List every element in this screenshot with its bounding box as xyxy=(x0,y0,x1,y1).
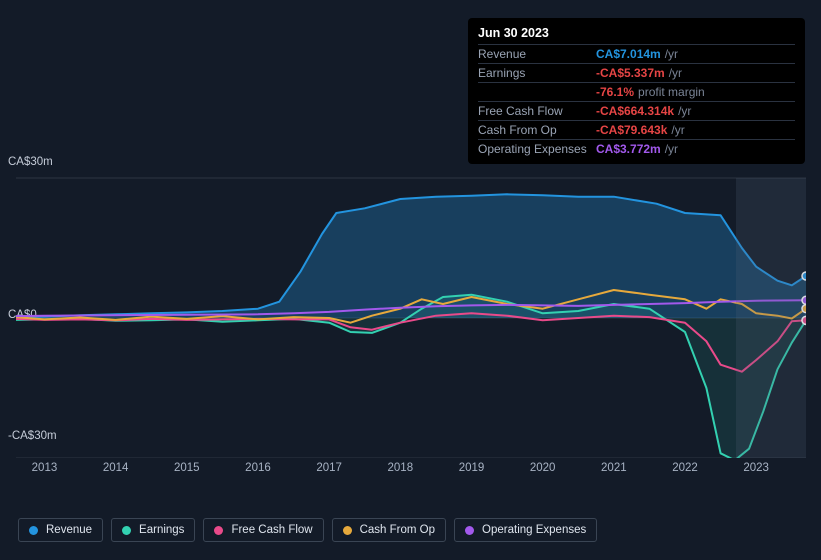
tooltip-value: -CA$664.314k xyxy=(596,104,674,118)
tooltip-suffix: /yr xyxy=(669,66,682,80)
x-axis-tick: 2020 xyxy=(530,462,556,474)
financial-chart[interactable] xyxy=(16,158,806,458)
legend-dot xyxy=(122,526,131,535)
tooltip-label: Revenue xyxy=(478,47,596,61)
tooltip-row: Earnings-CA$5.337m/yr xyxy=(478,63,795,82)
tooltip-suffix: /yr xyxy=(665,47,678,61)
legend-label: Operating Expenses xyxy=(482,524,586,536)
x-axis-tick: 2016 xyxy=(245,462,271,474)
legend-label: Earnings xyxy=(139,524,184,536)
tooltip-value: CA$3.772m xyxy=(596,142,661,156)
tooltip-value: -CA$5.337m xyxy=(596,66,665,80)
tooltip-row: RevenueCA$7.014m/yr xyxy=(478,44,795,63)
tooltip-value: -CA$79.643k xyxy=(596,123,667,137)
chart-legend: Revenue Earnings Free Cash Flow Cash From O… xyxy=(18,518,597,542)
tooltip-row: -76.1% profit margin xyxy=(478,82,795,101)
x-axis-tick: 2022 xyxy=(672,462,698,474)
legend-dot xyxy=(29,526,38,535)
x-axis-tick: 2014 xyxy=(103,462,129,474)
tooltip-label: Operating Expenses xyxy=(478,142,596,156)
tooltip-value: CA$7.014m xyxy=(596,47,661,61)
x-axis-tick: 2023 xyxy=(743,462,769,474)
legend-dot xyxy=(465,526,474,535)
chart-tooltip: Jun 30 2023 RevenueCA$7.014m/yrEarnings-… xyxy=(468,18,805,164)
legend-label: Free Cash Flow xyxy=(231,524,312,536)
tooltip-row: Operating ExpensesCA$3.772m/yr xyxy=(478,139,795,158)
x-axis-tick: 2021 xyxy=(601,462,627,474)
tooltip-value: -76.1% xyxy=(596,85,634,99)
x-axis-tick: 2019 xyxy=(459,462,485,474)
legend-item-operating-expenses[interactable]: Operating Expenses xyxy=(454,518,597,542)
tooltip-suffix: profit margin xyxy=(638,85,705,99)
tooltip-suffix: /yr xyxy=(678,104,691,118)
x-axis-tick: 2013 xyxy=(32,462,58,474)
tooltip-label: Earnings xyxy=(478,66,596,80)
chart-canvas xyxy=(16,158,806,458)
legend-label: Revenue xyxy=(46,524,92,536)
tooltip-date: Jun 30 2023 xyxy=(478,26,795,44)
x-axis-tick: 2018 xyxy=(388,462,414,474)
forecast-band xyxy=(736,178,806,458)
tooltip-label: Cash From Op xyxy=(478,123,596,137)
legend-item-earnings[interactable]: Earnings xyxy=(111,518,195,542)
x-axis-tick: 2015 xyxy=(174,462,200,474)
x-axis-tick: 2017 xyxy=(316,462,342,474)
legend-item-revenue[interactable]: Revenue xyxy=(18,518,103,542)
legend-item-free-cash-flow[interactable]: Free Cash Flow xyxy=(203,518,323,542)
legend-item-cash-from-op[interactable]: Cash From Op xyxy=(332,518,446,542)
tooltip-suffix: /yr xyxy=(671,123,684,137)
legend-dot xyxy=(214,526,223,535)
x-axis: 2013 2014 2015 2016 2017 2018 2019 2020 2021 2022… xyxy=(16,462,806,482)
tooltip-label xyxy=(478,85,596,99)
tooltip-label: Free Cash Flow xyxy=(478,104,596,118)
tooltip-row: Free Cash Flow-CA$664.314k/yr xyxy=(478,101,795,120)
legend-dot xyxy=(343,526,352,535)
tooltip-row: Cash From Op-CA$79.643k/yr xyxy=(478,120,795,139)
legend-label: Cash From Op xyxy=(360,524,435,536)
tooltip-suffix: /yr xyxy=(665,142,678,156)
